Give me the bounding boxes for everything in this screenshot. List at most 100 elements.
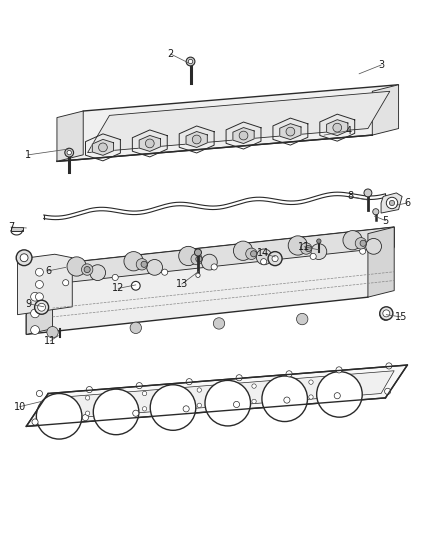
Polygon shape <box>26 365 407 426</box>
Circle shape <box>373 209 379 215</box>
Circle shape <box>268 252 282 265</box>
Circle shape <box>385 388 391 394</box>
Circle shape <box>286 371 292 377</box>
Circle shape <box>63 280 69 286</box>
Circle shape <box>360 240 366 246</box>
Circle shape <box>364 189 372 197</box>
Circle shape <box>20 254 28 262</box>
Circle shape <box>186 57 195 66</box>
Circle shape <box>16 250 32 265</box>
Circle shape <box>355 238 367 249</box>
Circle shape <box>197 388 201 392</box>
Polygon shape <box>368 227 394 297</box>
Circle shape <box>145 139 154 148</box>
Circle shape <box>35 268 43 276</box>
Circle shape <box>112 274 118 280</box>
Text: 3: 3 <box>378 60 384 70</box>
Circle shape <box>32 419 38 425</box>
Text: 10: 10 <box>14 402 26 411</box>
Circle shape <box>133 410 139 416</box>
Circle shape <box>162 269 168 275</box>
Polygon shape <box>53 227 394 284</box>
Text: 1: 1 <box>25 150 32 160</box>
Circle shape <box>31 309 39 318</box>
Circle shape <box>67 150 71 155</box>
Circle shape <box>81 264 93 275</box>
Circle shape <box>201 254 217 270</box>
Text: 6: 6 <box>404 198 410 208</box>
Circle shape <box>343 231 362 250</box>
Circle shape <box>147 260 162 275</box>
Circle shape <box>317 239 321 243</box>
Circle shape <box>236 375 242 381</box>
Circle shape <box>386 363 392 369</box>
Circle shape <box>136 259 148 270</box>
Circle shape <box>309 395 313 399</box>
Polygon shape <box>327 120 348 135</box>
Circle shape <box>186 378 192 385</box>
Circle shape <box>297 313 308 325</box>
Circle shape <box>85 411 90 415</box>
Circle shape <box>309 380 313 384</box>
Circle shape <box>67 257 86 276</box>
Circle shape <box>252 399 256 403</box>
Circle shape <box>179 246 198 265</box>
Polygon shape <box>11 227 23 231</box>
Circle shape <box>192 135 201 144</box>
Circle shape <box>366 238 381 254</box>
Circle shape <box>272 255 278 262</box>
Circle shape <box>317 372 362 417</box>
Circle shape <box>35 293 43 301</box>
Circle shape <box>380 309 391 320</box>
Circle shape <box>233 401 240 408</box>
Circle shape <box>150 385 196 430</box>
Circle shape <box>35 305 43 313</box>
Circle shape <box>197 403 201 408</box>
Circle shape <box>191 253 202 265</box>
Circle shape <box>99 143 107 152</box>
Circle shape <box>194 249 201 256</box>
Circle shape <box>262 376 307 422</box>
Polygon shape <box>139 135 160 151</box>
Circle shape <box>86 386 92 393</box>
Circle shape <box>383 310 390 317</box>
Text: 7: 7 <box>8 222 14 232</box>
Text: 13: 13 <box>176 279 188 289</box>
Text: 11: 11 <box>298 242 311 252</box>
Text: 8: 8 <box>347 191 353 201</box>
Circle shape <box>90 265 106 280</box>
Circle shape <box>136 383 142 389</box>
Polygon shape <box>92 140 113 155</box>
Circle shape <box>252 384 256 388</box>
Circle shape <box>84 266 90 273</box>
Text: 14: 14 <box>257 248 269 259</box>
Text: 6: 6 <box>45 266 51 276</box>
Circle shape <box>311 244 327 260</box>
Polygon shape <box>39 371 394 421</box>
Text: 11: 11 <box>44 336 57 346</box>
Circle shape <box>65 148 74 157</box>
Circle shape <box>36 393 82 439</box>
Circle shape <box>196 256 202 262</box>
Polygon shape <box>372 85 399 135</box>
Circle shape <box>256 249 272 265</box>
Circle shape <box>130 322 141 334</box>
Circle shape <box>386 197 398 209</box>
Circle shape <box>47 327 58 338</box>
Circle shape <box>31 292 39 301</box>
Circle shape <box>336 367 342 373</box>
Circle shape <box>36 391 42 397</box>
Polygon shape <box>26 264 53 334</box>
Circle shape <box>93 389 139 435</box>
Circle shape <box>261 259 267 265</box>
Circle shape <box>333 123 342 132</box>
Circle shape <box>142 407 147 411</box>
Circle shape <box>38 303 46 311</box>
Circle shape <box>246 248 257 260</box>
Polygon shape <box>18 254 72 314</box>
Polygon shape <box>57 85 399 161</box>
Circle shape <box>211 264 217 270</box>
Circle shape <box>131 281 140 290</box>
Polygon shape <box>233 127 254 143</box>
Circle shape <box>360 248 366 254</box>
